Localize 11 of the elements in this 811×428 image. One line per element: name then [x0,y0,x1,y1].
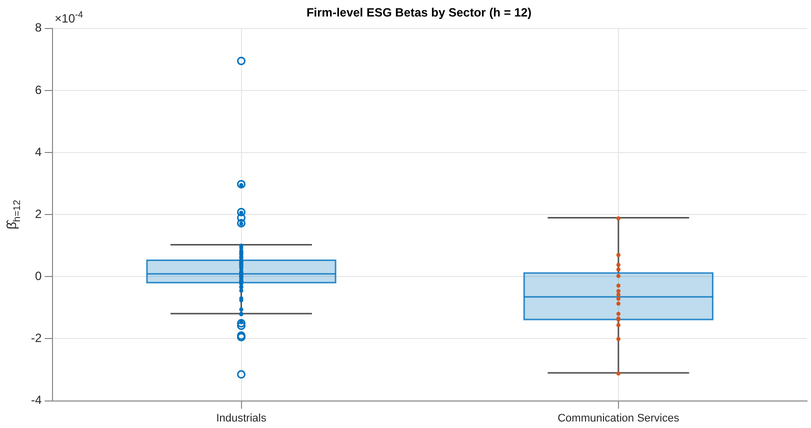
y-tick-label: 8 [34,20,42,35]
y-tick-label: 0 [34,268,42,283]
y-tick-label: 4 [34,144,42,159]
x-tick-label: Industrials [216,412,267,424]
y-tick-label: 2 [34,206,42,221]
y-tick-label: 6 [34,82,42,97]
y-axis-title: β̂h=12 [4,200,23,230]
y-tick-label: -4 [31,393,42,408]
chart-title: Firm-level ESG Betas by Sector (h = 12) [306,6,532,20]
x-tick-label: Communication Services [558,412,680,424]
y-tick-label: -2 [31,331,42,346]
